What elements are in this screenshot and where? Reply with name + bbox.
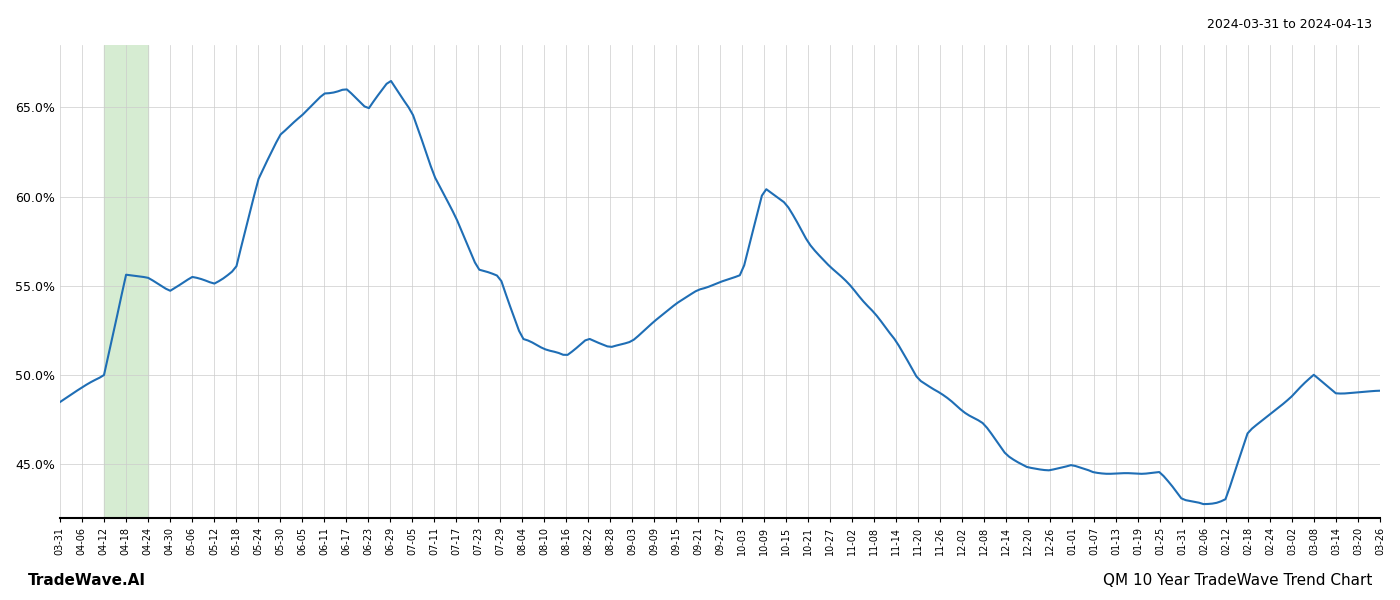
Text: 2024-03-31 to 2024-04-13: 2024-03-31 to 2024-04-13 <box>1207 18 1372 31</box>
Text: QM 10 Year TradeWave Trend Chart: QM 10 Year TradeWave Trend Chart <box>1103 573 1372 588</box>
Bar <box>104 45 148 518</box>
Text: TradeWave.AI: TradeWave.AI <box>28 573 146 588</box>
